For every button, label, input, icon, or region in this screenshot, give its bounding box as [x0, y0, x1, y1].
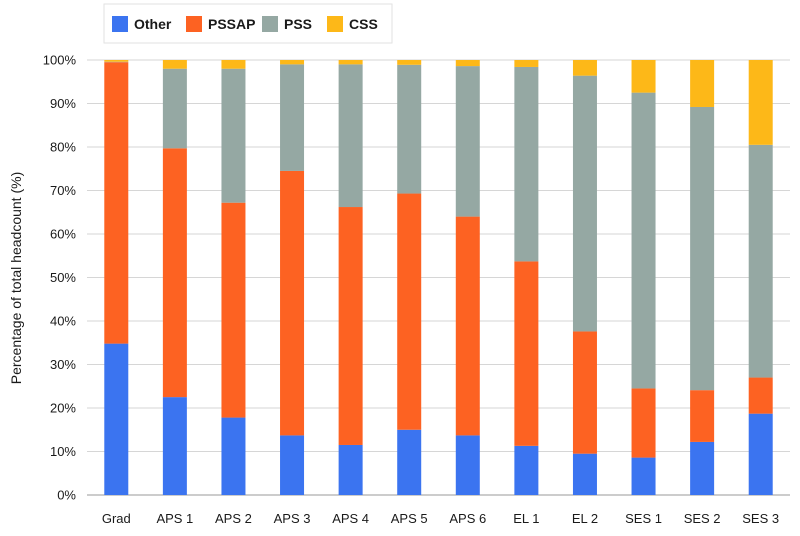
y-tick-label: 30%: [50, 357, 76, 372]
bar-segment-pss-aps-6: [455, 66, 480, 217]
bar-segment-pssap-aps-2: [221, 202, 246, 418]
x-tick-label: APS 3: [274, 511, 311, 526]
x-tick-label: APS 2: [215, 511, 252, 526]
bar-segment-pssap-aps-1: [162, 148, 187, 398]
bar-segment-other-aps-3: [280, 435, 305, 495]
bar-segment-pss-ses-3: [748, 144, 773, 378]
legend-swatch-pssap: [186, 16, 202, 32]
legend-label-pss: PSS: [284, 16, 312, 32]
bar-segment-pss-aps-3: [280, 64, 305, 171]
bar-segment-other-aps-5: [397, 429, 422, 495]
bar-segment-pssap-ses-3: [748, 377, 773, 414]
x-tick-label: EL 1: [513, 511, 539, 526]
bar-segment-css-ses-1: [631, 60, 656, 93]
bar-segment-other-ses-3: [748, 413, 773, 495]
bar-segment-css-el-2: [572, 60, 597, 76]
bar-segment-pssap-aps-6: [455, 216, 480, 436]
y-tick-label: 80%: [50, 140, 76, 155]
bar-segment-other-el-1: [514, 445, 539, 495]
y-tick-label: 40%: [50, 314, 76, 329]
legend-label-pssap: PSSAP: [208, 16, 255, 32]
bar-segment-pss-el-1: [514, 66, 539, 262]
legend-label-other: Other: [134, 16, 172, 32]
bar-segment-css-aps-4: [338, 60, 363, 65]
bar-segment-pss-ses-1: [631, 92, 656, 389]
y-tick-label: 70%: [50, 183, 76, 198]
bar-segment-css-aps-3: [280, 60, 305, 65]
bar-segment-pssap-grad: [104, 62, 129, 344]
legend-swatch-pss: [262, 16, 278, 32]
bar-segment-css-el-1: [514, 60, 539, 67]
bar-segment-other-el-2: [572, 453, 597, 495]
bar-segment-pssap-el-1: [514, 261, 539, 446]
bar-segment-pssap-aps-3: [280, 170, 305, 436]
y-axis-label: Percentage of total headcount (%): [8, 172, 24, 384]
bar-segment-css-grad: [104, 60, 129, 62]
y-tick-label: 10%: [50, 444, 76, 459]
x-tick-label: APS 6: [449, 511, 486, 526]
bar-segment-pssap-ses-2: [690, 390, 715, 442]
y-tick-label: 90%: [50, 96, 76, 111]
x-tick-label: SES 1: [625, 511, 662, 526]
bar-segment-pss-ses-2: [690, 106, 715, 391]
bar-segment-pss-aps-5: [397, 64, 422, 194]
bar-segment-css-aps-5: [397, 60, 422, 65]
legend-swatch-css: [327, 16, 343, 32]
bar-segment-other-ses-2: [690, 441, 715, 495]
bar-segment-pss-aps-4: [338, 64, 363, 208]
x-tick-label: APS 4: [332, 511, 369, 526]
bar-segment-other-aps-2: [221, 417, 246, 495]
bar-segment-other-aps-6: [455, 435, 480, 495]
legend-label-css: CSS: [349, 16, 378, 32]
bar-segment-css-aps-1: [162, 60, 187, 69]
bar-segment-other-aps-1: [162, 397, 187, 495]
bar-segment-css-aps-2: [221, 60, 246, 69]
bar-segment-pss-aps-2: [221, 68, 246, 203]
bar-segment-pssap-aps-4: [338, 207, 363, 445]
legend-swatch-other: [112, 16, 128, 32]
x-tick-label: APS 1: [156, 511, 193, 526]
bar-segment-other-ses-1: [631, 457, 656, 495]
x-tick-label: Grad: [102, 511, 131, 526]
y-tick-label: 0%: [57, 488, 76, 503]
y-tick-label: 100%: [43, 53, 77, 68]
bar-segment-other-grad: [104, 343, 129, 495]
x-tick-label: SES 3: [742, 511, 779, 526]
bar-segment-css-aps-6: [455, 60, 480, 67]
y-tick-label: 50%: [50, 270, 76, 285]
bar-segment-css-ses-3: [748, 60, 773, 145]
bar-segment-pssap-el-2: [572, 331, 597, 454]
y-tick-label: 60%: [50, 227, 76, 242]
bar-segment-pss-el-2: [572, 75, 597, 332]
legend: Other PSSAP PSS CSS: [103, 3, 393, 44]
bar-segment-pss-aps-1: [162, 68, 187, 149]
bar-segment-css-ses-2: [690, 60, 715, 107]
x-tick-label: SES 2: [684, 511, 721, 526]
bar-segment-other-aps-4: [338, 444, 363, 495]
bar-segment-pssap-aps-5: [397, 193, 422, 430]
x-tick-label: APS 5: [391, 511, 428, 526]
y-tick-label: 20%: [50, 401, 76, 416]
bar-segment-pssap-ses-1: [631, 388, 656, 458]
x-tick-label: EL 2: [572, 511, 598, 526]
